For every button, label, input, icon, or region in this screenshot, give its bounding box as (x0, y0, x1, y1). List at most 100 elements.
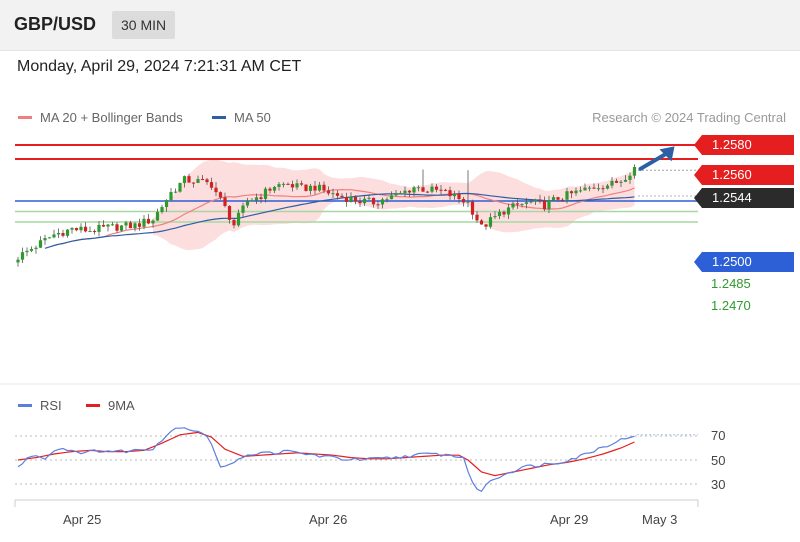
candle-body (196, 179, 200, 183)
candle-body (137, 223, 142, 227)
candle-body (151, 220, 155, 224)
candle-body (569, 191, 574, 194)
candle-body (313, 185, 317, 191)
x-tick-apr26: Apr 26 (309, 512, 348, 527)
candle-body (331, 193, 335, 195)
candle-body (106, 224, 110, 227)
candle-body (403, 190, 407, 193)
candle-body (601, 188, 605, 190)
candle-body (16, 259, 20, 263)
candle-body (439, 189, 443, 191)
x-tick-may3: May 3 (642, 512, 678, 527)
legend-rsi: RSI (18, 398, 62, 413)
candle-body (250, 200, 254, 202)
candle-body (479, 220, 484, 225)
candle-body (299, 183, 304, 185)
candle-body (205, 179, 209, 183)
candle-body (277, 184, 281, 187)
candle-body (74, 228, 79, 231)
candle-body (61, 233, 65, 236)
ma50-swatch (212, 116, 226, 119)
candle-body (20, 252, 25, 260)
candle-body (592, 187, 596, 189)
candle-body (412, 187, 416, 193)
datetime-label: Monday, April 29, 2024 7:21:31 AM CET (17, 58, 302, 75)
candle-body (529, 201, 533, 203)
legend-ma50-label: MA 50 (234, 110, 271, 125)
bollinger-band (153, 159, 635, 251)
candle-body (452, 193, 457, 197)
candle-body (448, 190, 452, 197)
candle-body (227, 205, 232, 220)
toolbar: GBP/USD 30 MIN (0, 0, 800, 51)
candle-body (502, 211, 506, 215)
candle-body (524, 202, 529, 204)
candle-body (362, 198, 367, 204)
candle-body (605, 185, 610, 189)
candle-body (169, 192, 173, 201)
candle-body (380, 199, 385, 205)
rsi-tick-50: 50 (711, 453, 726, 468)
candle-body (79, 226, 83, 231)
candle-body (574, 190, 578, 194)
candle-body (47, 237, 52, 239)
candle-body (565, 191, 569, 200)
rsi-line (17, 427, 635, 493)
candle-body (353, 196, 358, 202)
candle-body (272, 186, 277, 191)
legend-9ma-label: 9MA (108, 398, 135, 413)
candle-body (511, 203, 515, 208)
candle-body (164, 200, 169, 208)
candle-body (493, 216, 497, 218)
candle-body (628, 175, 632, 180)
candle-body (97, 224, 101, 232)
candle-body (254, 197, 259, 201)
rsi-ma-line (17, 431, 635, 477)
candle-body (101, 224, 106, 227)
candle-body (308, 185, 313, 191)
candle-body (583, 187, 587, 191)
candle-body (182, 176, 187, 184)
legend-ma20: MA 20 + Bollinger Bands (18, 110, 183, 125)
candle-body (416, 187, 421, 189)
candle-body (358, 201, 362, 204)
candle-body (425, 191, 430, 193)
candle-body (394, 193, 398, 196)
candle-body (619, 181, 623, 183)
trend-arrow-head (659, 146, 675, 162)
candle-body (29, 248, 34, 251)
candle-body (349, 196, 353, 203)
candle-body (367, 197, 371, 199)
candle-body (232, 219, 236, 226)
candle-body (119, 225, 124, 231)
candle-body (560, 199, 565, 201)
candle-body (376, 204, 380, 206)
candle-body (443, 189, 448, 191)
rsi-tick-70: 70 (711, 428, 726, 443)
legend-ma50: MA 50 (212, 110, 271, 125)
candle-body (223, 197, 227, 206)
candle-body (610, 180, 614, 186)
candle-body (430, 186, 434, 192)
candle-body (295, 183, 299, 188)
candle-body (520, 203, 524, 205)
candle-body (466, 201, 470, 203)
candle-body (218, 192, 223, 198)
candle-body (25, 250, 29, 253)
candle-body (200, 179, 205, 181)
candle-body (434, 186, 439, 190)
candle-body (335, 193, 340, 196)
candle-body (389, 195, 394, 200)
candle-body (470, 201, 475, 215)
support-label-1: 1.2485 (711, 276, 751, 291)
legend-ma20-label: MA 20 + Bollinger Bands (40, 110, 183, 125)
candle-body (632, 167, 637, 176)
candle-body (70, 228, 74, 230)
candle-body (83, 226, 88, 232)
candle-body (542, 200, 547, 210)
candle-body (191, 182, 196, 184)
candle-body (488, 217, 493, 227)
timeframe-button[interactable]: 30 MIN (112, 11, 176, 39)
level-label-2: 1.2560 (694, 165, 794, 185)
candle-body (52, 234, 56, 238)
